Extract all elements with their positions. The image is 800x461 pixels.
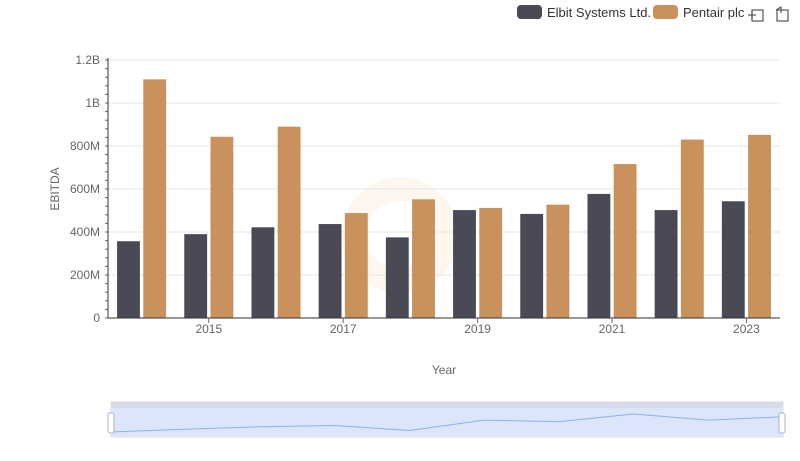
bar-elbit-2021[interactable] bbox=[587, 193, 611, 318]
bar-pentair-2015[interactable] bbox=[210, 136, 234, 318]
legend-item-pentair[interactable]: Pentair plc bbox=[653, 5, 745, 20]
axes: 0 200M 400M 600M 800M 1B 1.2B 2015 2017 2019 2021 2… bbox=[70, 53, 780, 336]
y-tick-label: 400M bbox=[70, 225, 100, 239]
bar-elbit-2014[interactable] bbox=[117, 241, 140, 318]
bar-elbit-2017[interactable] bbox=[318, 224, 342, 318]
bar-pentair-2016[interactable] bbox=[277, 126, 301, 319]
bar-pentair-2019[interactable] bbox=[479, 207, 503, 318]
x-tick-label: 2023 bbox=[733, 322, 760, 336]
legend-label-elbit: Elbit Systems Ltd. bbox=[547, 5, 651, 20]
x-tick-label: 2021 bbox=[599, 322, 626, 336]
zoom-icon[interactable] bbox=[748, 9, 764, 22]
y-tick-label: 1.2B bbox=[75, 53, 100, 67]
bar-elbit-2015[interactable] bbox=[184, 234, 208, 318]
bar-elbit-2022[interactable] bbox=[654, 210, 678, 318]
navigator-selection[interactable] bbox=[111, 408, 783, 436]
bar-pentair-2018[interactable] bbox=[412, 199, 435, 318]
navigator[interactable] bbox=[107, 401, 786, 438]
y-tick-label: 600M bbox=[70, 182, 100, 196]
navigator-handle-right[interactable] bbox=[778, 412, 786, 434]
bar-pentair-2020[interactable] bbox=[546, 204, 570, 318]
legend-swatch-elbit bbox=[517, 5, 542, 19]
y-tick-label: 0 bbox=[93, 311, 100, 325]
bar-elbit-2019[interactable] bbox=[453, 210, 476, 318]
restore-icon[interactable] bbox=[775, 5, 789, 22]
legend-item-elbit[interactable]: Elbit Systems Ltd. bbox=[517, 5, 651, 20]
bar-pentair-2017[interactable] bbox=[344, 213, 368, 318]
navigator-handle-left[interactable] bbox=[107, 412, 115, 434]
y-tick-label: 200M bbox=[70, 268, 100, 282]
bar-pentair-2014[interactable] bbox=[143, 79, 167, 318]
x-tick-label: 2015 bbox=[195, 322, 222, 336]
y-tick-label: 1B bbox=[85, 96, 100, 110]
bar-elbit-2023[interactable] bbox=[721, 201, 745, 318]
legend-swatch-pentair bbox=[653, 5, 678, 19]
legend-label-pentair: Pentair plc bbox=[683, 5, 745, 20]
bars bbox=[117, 79, 771, 319]
legend: Elbit Systems Ltd. Pentair plc bbox=[517, 5, 745, 20]
bar-elbit-2016[interactable] bbox=[251, 227, 275, 318]
bar-elbit-2018[interactable] bbox=[385, 237, 409, 318]
navigator-series-line bbox=[110, 413, 784, 433]
x-axis-title: Year bbox=[432, 363, 456, 377]
y-axis-title: EBITDA bbox=[48, 167, 62, 210]
y-tick-label: 800M bbox=[70, 139, 100, 153]
x-tick-label: 2019 bbox=[464, 322, 491, 336]
bar-pentair-2022[interactable] bbox=[680, 139, 704, 318]
bar-pentair-2023[interactable] bbox=[748, 134, 771, 318]
bar-elbit-2020[interactable] bbox=[520, 213, 544, 318]
x-tick-label: 2017 bbox=[330, 322, 357, 336]
bar-pentair-2021[interactable] bbox=[613, 164, 637, 318]
navigator-scrollbar[interactable] bbox=[111, 402, 783, 408]
